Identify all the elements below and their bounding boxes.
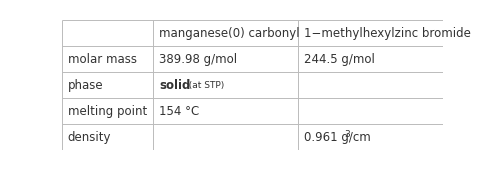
- Text: molar mass: molar mass: [68, 53, 137, 66]
- Text: phase: phase: [68, 79, 103, 92]
- Text: manganese(0) carbonyl: manganese(0) carbonyl: [159, 27, 300, 40]
- Text: 389.98 g/mol: 389.98 g/mol: [159, 53, 237, 66]
- Text: solid: solid: [159, 79, 190, 92]
- Text: 1−methylhexylzinc bromide: 1−methylhexylzinc bromide: [304, 27, 471, 40]
- Text: 244.5 g/mol: 244.5 g/mol: [304, 53, 375, 66]
- Text: (at STP): (at STP): [183, 81, 224, 90]
- Text: 0.961 g/cm: 0.961 g/cm: [304, 131, 371, 144]
- Text: density: density: [68, 131, 111, 144]
- Text: 3: 3: [344, 130, 350, 139]
- Text: 154 °C: 154 °C: [159, 105, 199, 118]
- Text: melting point: melting point: [68, 105, 147, 118]
